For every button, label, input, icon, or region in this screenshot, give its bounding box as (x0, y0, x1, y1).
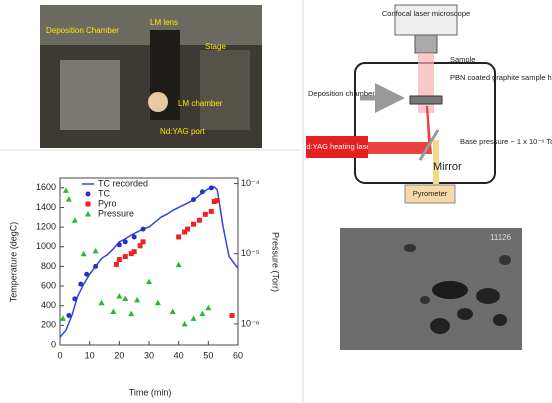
photo-label: Deposition Chamber (46, 26, 119, 35)
x-tick-label: 40 (174, 350, 184, 360)
photo-label: LM lens (150, 18, 178, 27)
point (209, 209, 214, 214)
point (78, 282, 83, 287)
y2-tick-label: 10⁻⁵ (241, 248, 260, 258)
point (81, 251, 87, 257)
point (84, 272, 89, 277)
point (128, 311, 134, 317)
y2-tick-label: 10⁻⁴ (241, 178, 260, 188)
x-tick-label: 60 (233, 350, 243, 360)
photo-label: Stage (205, 42, 226, 51)
point (60, 315, 66, 321)
y-tick-label: 800 (41, 261, 56, 271)
micrograph: 11126 (340, 228, 522, 350)
point (205, 305, 211, 311)
point (141, 239, 146, 244)
point (86, 192, 91, 197)
point (170, 309, 176, 315)
point (85, 211, 91, 217)
x-tick-label: 50 (203, 350, 213, 360)
point (117, 242, 122, 247)
point (141, 227, 146, 232)
point (191, 315, 197, 321)
point (200, 189, 205, 194)
diagram-label: Pyrometer (413, 189, 448, 198)
point (117, 257, 122, 262)
legend-label: Pyro (98, 198, 117, 208)
point (123, 254, 128, 259)
point (176, 262, 182, 268)
point (132, 234, 137, 239)
diagram-label: Confocal laser microscope (382, 9, 470, 18)
x-tick-label: 20 (114, 350, 124, 360)
x-axis-label: Time (min) (129, 387, 172, 397)
legend-label: Pressure (98, 208, 134, 218)
diagram-label: PBN coated graphite sample holder (450, 73, 552, 82)
y-tick-label: 200 (41, 320, 56, 330)
photo: Deposition Chamber LM lens Stage LM cham… (40, 5, 262, 148)
point (99, 300, 105, 306)
point (176, 234, 181, 239)
y2-axis-label: Pressure (Torr) (271, 232, 281, 292)
y-tick-label: 600 (41, 280, 56, 290)
point (116, 293, 122, 299)
x-tick-label: 10 (85, 350, 95, 360)
y-tick-label: 1600 (36, 182, 56, 192)
diagram-label: Mirror (433, 161, 462, 173)
point (146, 279, 152, 285)
y-tick-label: 1200 (36, 221, 56, 231)
point (66, 313, 71, 318)
y2-tick-label: 10⁻⁶ (241, 318, 260, 328)
point (114, 262, 119, 267)
point (132, 249, 137, 254)
diagram-label: Nd:YAG heating laser (301, 142, 373, 151)
diagram-label: Base pressure ~ 1 x 10⁻⁶ Torr (460, 137, 552, 146)
point (182, 321, 188, 327)
diagram: Confocal laser microscope Sample PBN coa… (301, 5, 552, 203)
x-tick-label: 0 (57, 350, 62, 360)
point (185, 227, 190, 232)
page: {"photo":{"labels":["Deposition Chamber"… (0, 0, 552, 403)
y-tick-label: 1000 (36, 241, 56, 251)
point (134, 297, 140, 303)
point (93, 264, 98, 269)
photo-label: LM chamber (178, 99, 223, 108)
y-tick-label: 1400 (36, 202, 56, 212)
point (209, 185, 214, 190)
point (123, 239, 128, 244)
figure: Deposition Chamber LM lens Stage LM cham… (0, 0, 552, 403)
point (93, 248, 99, 254)
y-tick-label: 400 (41, 300, 56, 310)
point (230, 313, 235, 318)
point (110, 309, 116, 315)
point (155, 300, 161, 306)
point (66, 196, 72, 202)
diagram-label: Sample (450, 55, 475, 64)
legend-label: TC recorded (98, 178, 148, 188)
legend-label: TC (98, 188, 110, 198)
y-axis-label: Temperature (degC) (8, 222, 18, 303)
y-tick-label: 0 (51, 339, 56, 349)
point (122, 295, 128, 301)
point (191, 222, 196, 227)
point (203, 212, 208, 217)
micrograph-label: 11126 (490, 233, 512, 242)
x-tick-label: 30 (144, 350, 154, 360)
point (197, 218, 202, 223)
photo-label: Nd:YAG port (160, 127, 206, 136)
point (86, 202, 91, 207)
point (215, 198, 220, 203)
diagram-label: Deposition chamber (308, 89, 375, 98)
point (72, 296, 77, 301)
point (199, 311, 205, 317)
point (191, 197, 196, 202)
point (72, 217, 78, 223)
